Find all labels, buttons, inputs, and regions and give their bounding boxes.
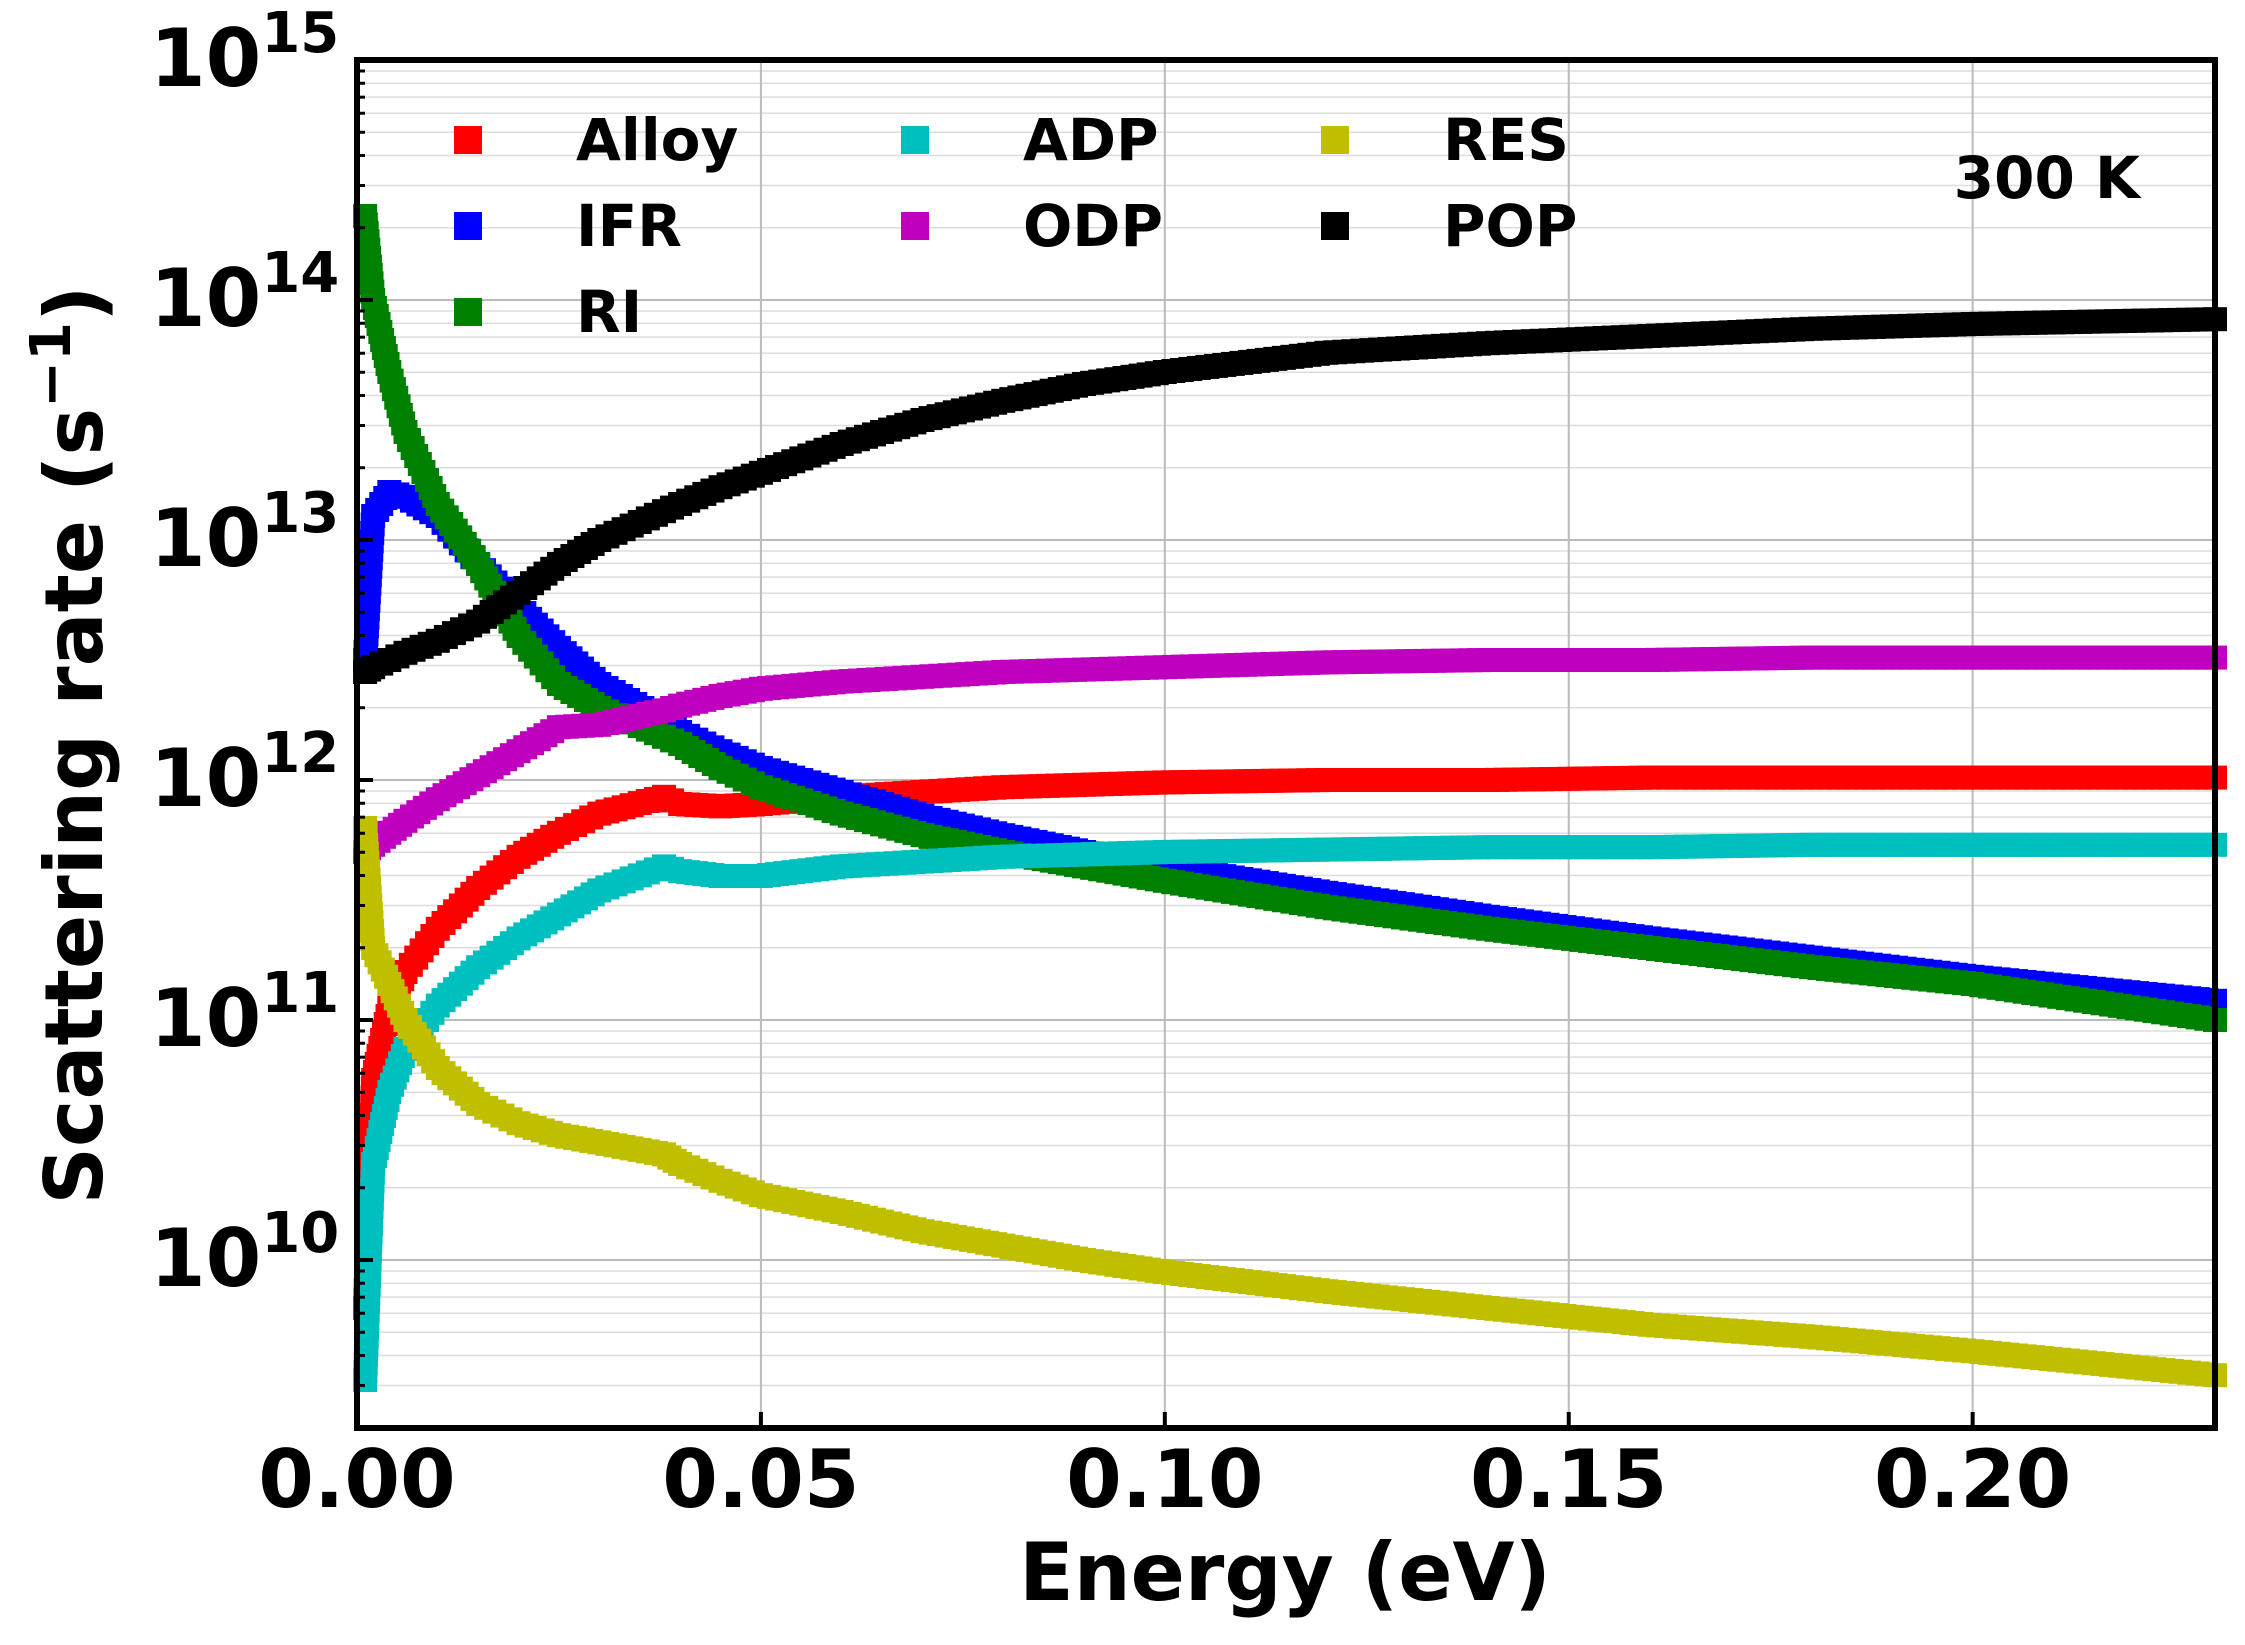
legend-item-ifr: IFR (454, 192, 682, 260)
legend-marker (454, 126, 482, 154)
y-tick-label: 1011 (150, 961, 339, 1065)
y-tick-exponent: 11 (261, 961, 339, 1026)
x-tick-label: 0.00 (258, 1433, 455, 1526)
x-axis-label: Energy (eV) (1019, 1526, 1551, 1619)
series-adp (353, 832, 2227, 1392)
y-axis-label-sup: −1 (19, 322, 84, 408)
legend-label: RES (1443, 106, 1569, 174)
legend-marker (901, 212, 929, 240)
legend-marker (454, 212, 482, 240)
y-axis-label: Scattering rate (s−1) (19, 285, 122, 1204)
series-odp (353, 645, 2227, 864)
y-tick-base: 10 (150, 12, 261, 105)
x-tick-label: 0.20 (1874, 1433, 2071, 1526)
legend: Alloy IFR RI ADP ODP RES POP (454, 106, 1577, 346)
legend-item-adp: ADP (901, 106, 1159, 174)
legend-label: ODP (1023, 192, 1163, 260)
legend-item-odp: ODP (901, 192, 1163, 260)
series-ifr (353, 480, 2227, 1013)
legend-marker (1321, 126, 1349, 154)
temperature-annotation: 300 K (1954, 144, 2142, 212)
grid-lines (356, 59, 2215, 1429)
y-tick-label: 1015 (150, 1, 339, 105)
axis-ticks (355, 58, 1975, 1430)
y-axis-label-main: Scattering rate (s (28, 408, 121, 1205)
series-pop (353, 307, 2227, 684)
y-tick-label: 1014 (150, 241, 339, 345)
y-tick-base: 10 (150, 492, 261, 585)
legend-item-alloy: Alloy (454, 106, 738, 174)
x-tick-label: 0.05 (662, 1433, 859, 1526)
legend-label: POP (1443, 192, 1577, 260)
y-tick-label: 1010 (150, 1201, 339, 1305)
legend-marker (901, 126, 929, 154)
x-tick-labels: 0.00 0.05 0.10 0.15 0.20 (258, 1433, 2071, 1526)
y-tick-label: 1013 (150, 481, 339, 585)
legend-item-pop: POP (1321, 192, 1577, 260)
legend-label: IFR (576, 192, 682, 260)
legend-marker (1321, 212, 1349, 240)
y-tick-base: 10 (150, 732, 261, 825)
y-tick-exponent: 15 (261, 1, 339, 66)
y-tick-base: 10 (150, 1212, 261, 1305)
series-layer (353, 204, 2227, 1392)
legend-label: RI (576, 278, 642, 346)
x-tick-label: 0.10 (1066, 1433, 1263, 1526)
y-tick-label: 1012 (150, 721, 339, 825)
y-tick-exponent: 12 (261, 721, 339, 786)
series-res (353, 816, 2227, 1388)
legend-item-ri: RI (454, 278, 642, 346)
y-tick-base: 10 (150, 252, 261, 345)
x-tick-label: 0.15 (1470, 1433, 1667, 1526)
plot-frame (354, 57, 2218, 1431)
legend-label: Alloy (576, 106, 738, 174)
legend-marker (454, 298, 482, 326)
y-tick-base: 10 (150, 972, 261, 1065)
y-tick-exponent: 14 (261, 241, 339, 306)
y-axis-label-close: ) (28, 285, 121, 322)
legend-label: ADP (1023, 106, 1159, 174)
y-tick-exponent: 10 (261, 1201, 339, 1266)
legend-item-res: RES (1321, 106, 1569, 174)
y-tick-exponent: 13 (261, 481, 339, 546)
